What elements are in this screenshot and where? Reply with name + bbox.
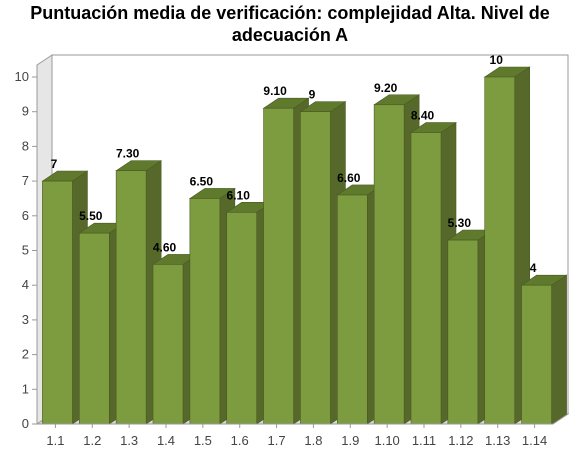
data-label: 6.60 <box>337 171 361 185</box>
data-label: 9.20 <box>374 81 398 95</box>
data-label: 7.30 <box>116 147 140 161</box>
x-tick-label: 1.14 <box>522 433 547 448</box>
bar-side <box>551 274 567 425</box>
x-tick-label: 1.1 <box>46 433 64 448</box>
y-tick-label: 8 <box>22 138 29 153</box>
bar-front <box>410 132 442 425</box>
bar-front <box>152 264 184 425</box>
bar-front <box>42 180 73 425</box>
y-tick-label: 5 <box>22 243 29 258</box>
y-tick-label: 6 <box>22 208 29 223</box>
data-label: 6.50 <box>190 174 214 188</box>
data-label: 10 <box>490 53 504 67</box>
x-tick-label: 1.7 <box>268 433 286 448</box>
chart-title-line-2: adecuación A <box>231 25 349 45</box>
bar-front <box>78 232 110 425</box>
chart-title-line-1: Puntuación media de verificación: comple… <box>30 3 550 23</box>
y-tick-label: 4 <box>22 277 29 292</box>
x-tick-label: 1.11 <box>412 433 436 448</box>
data-label: 5.30 <box>448 216 472 230</box>
x-tick-label: 1.6 <box>231 433 249 448</box>
bar <box>299 101 347 425</box>
bar-front <box>226 212 258 425</box>
bar-front <box>447 239 479 425</box>
x-tick-label: 1.13 <box>485 433 510 448</box>
y-tick-label: 2 <box>22 347 29 362</box>
x-axis: 1.1 1.2 1.3 1.4 1.5 1.6 1.7 1.8 1.9 1.10 1.11 1.12 1… <box>37 423 553 448</box>
y-tick-label: 9 <box>22 104 29 119</box>
bar-front <box>336 194 368 425</box>
x-tick-label: 1.9 <box>341 433 359 448</box>
data-label: 9 <box>309 88 316 102</box>
data-label: 8.40 <box>411 109 435 123</box>
data-label: 7 <box>51 157 58 171</box>
y-tick-label: 3 <box>22 312 29 327</box>
chart-title: Puntuación media de verificación: comple… <box>0 2 580 46</box>
x-tick-label: 1.5 <box>194 433 212 448</box>
data-label: 9.10 <box>263 84 287 98</box>
data-label: 4 <box>530 261 537 275</box>
bar-front <box>300 111 331 425</box>
y-axis: 0 1 2 3 4 5 6 7 8 9 10 <box>15 69 37 431</box>
bar-front <box>263 107 294 425</box>
x-tick-label: 1.12 <box>448 433 473 448</box>
bar-front <box>373 104 405 425</box>
bar <box>520 274 568 425</box>
y-tick-label: 1 <box>22 381 29 396</box>
bar-front <box>115 170 147 425</box>
x-tick-label: 1.3 <box>120 433 138 448</box>
bar-front <box>189 198 221 425</box>
bar-front <box>484 76 516 425</box>
data-labels: 7 5.50 7.30 4.60 6.50 6.10 9.10 9 6.60 9.20 8.40 5.… <box>51 53 537 275</box>
x-tick-label: 1.8 <box>304 433 322 448</box>
y-tick-label: 10 <box>15 69 29 84</box>
data-label: 6.10 <box>227 188 251 202</box>
bar-front <box>521 284 552 425</box>
x-tick-label: 1.4 <box>157 433 175 448</box>
y-tick-label: 7 <box>22 173 29 188</box>
data-label: 4.60 <box>153 240 177 254</box>
y-tick-label: 0 <box>22 416 29 431</box>
x-tick-label: 1.10 <box>374 433 399 448</box>
x-tick-label: 1.2 <box>83 433 101 448</box>
data-label: 5.50 <box>79 209 103 223</box>
bars <box>41 66 568 425</box>
